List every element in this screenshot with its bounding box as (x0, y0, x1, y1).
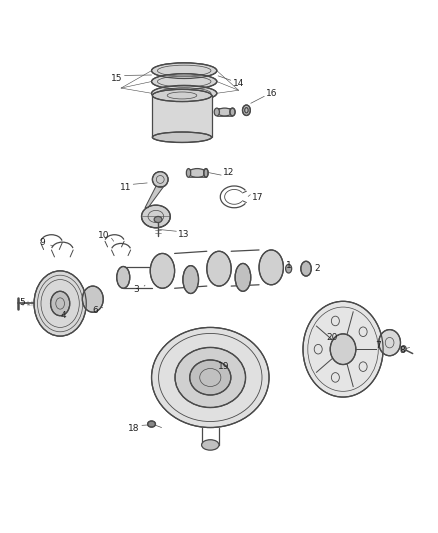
Ellipse shape (152, 85, 217, 101)
Ellipse shape (152, 327, 269, 427)
Ellipse shape (259, 250, 283, 285)
Polygon shape (145, 187, 164, 208)
Text: 2: 2 (314, 264, 320, 273)
Text: 16: 16 (266, 89, 278, 98)
Ellipse shape (183, 265, 198, 294)
Text: 18: 18 (128, 424, 140, 433)
Ellipse shape (50, 292, 70, 316)
Ellipse shape (150, 254, 175, 288)
Ellipse shape (190, 360, 231, 395)
Text: 20: 20 (326, 333, 338, 342)
Ellipse shape (303, 301, 383, 397)
Ellipse shape (330, 334, 356, 365)
Text: 11: 11 (120, 183, 131, 192)
Ellipse shape (201, 440, 219, 450)
Text: 19: 19 (218, 362, 229, 371)
Ellipse shape (230, 108, 235, 116)
Ellipse shape (286, 264, 292, 273)
Ellipse shape (186, 168, 191, 177)
Text: 5: 5 (19, 298, 25, 306)
Ellipse shape (152, 90, 212, 102)
Ellipse shape (235, 263, 251, 292)
Text: 1: 1 (286, 261, 292, 270)
Ellipse shape (175, 348, 246, 408)
Text: 14: 14 (233, 79, 244, 88)
Ellipse shape (117, 266, 130, 288)
Text: 7: 7 (375, 341, 381, 350)
Text: 17: 17 (252, 193, 264, 202)
Text: 4: 4 (60, 311, 66, 320)
Ellipse shape (148, 421, 155, 427)
Ellipse shape (217, 108, 233, 116)
Ellipse shape (152, 172, 168, 187)
Ellipse shape (401, 346, 406, 352)
Polygon shape (152, 95, 212, 137)
Text: 9: 9 (40, 238, 46, 247)
Ellipse shape (207, 251, 231, 286)
Ellipse shape (152, 74, 217, 90)
Text: 6: 6 (92, 306, 98, 316)
Text: 10: 10 (98, 231, 110, 240)
Ellipse shape (243, 105, 251, 116)
Text: 15: 15 (111, 74, 123, 83)
Ellipse shape (204, 168, 208, 177)
Ellipse shape (152, 63, 217, 78)
Text: 3: 3 (134, 285, 139, 294)
Ellipse shape (379, 329, 400, 356)
Ellipse shape (301, 261, 311, 276)
Ellipse shape (141, 205, 170, 228)
Ellipse shape (154, 216, 162, 223)
Ellipse shape (152, 132, 212, 142)
Text: 12: 12 (223, 167, 235, 176)
Ellipse shape (34, 271, 86, 336)
Ellipse shape (82, 286, 103, 312)
Text: 13: 13 (178, 230, 190, 239)
Ellipse shape (214, 108, 219, 116)
Ellipse shape (188, 168, 206, 177)
Text: 8: 8 (399, 346, 405, 355)
